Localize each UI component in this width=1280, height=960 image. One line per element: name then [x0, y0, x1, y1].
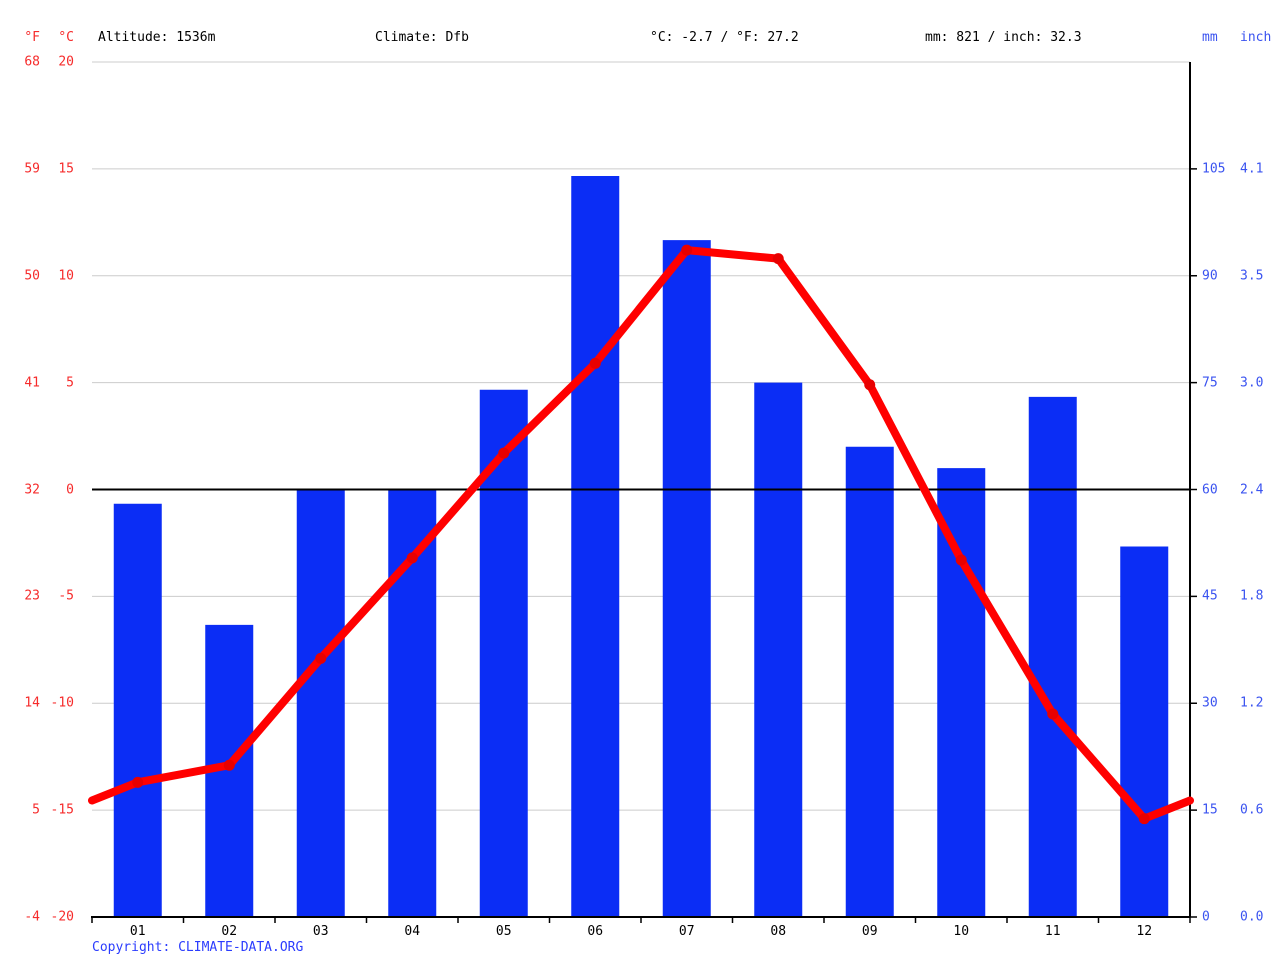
- temperature-point-07: [681, 244, 693, 256]
- altitude-text: Altitude: 1536m: [98, 30, 216, 45]
- precip-bar-06: [571, 176, 620, 917]
- mm-axis-title: mm: [1202, 30, 1218, 45]
- temperature-line: [88, 246, 1194, 823]
- celsius-axis-title: °C: [58, 30, 74, 45]
- inch-axis-title: inch: [1240, 30, 1272, 45]
- temperature-point-04: [406, 552, 418, 564]
- avg-temperature-text: °C: -2.7 / °F: 27.2: [650, 30, 799, 45]
- fahrenheit-axis-title: °F: [24, 30, 40, 45]
- precip-bar-08: [754, 382, 803, 917]
- temperature-point-03: [315, 652, 327, 664]
- precip-bar-11: [1028, 396, 1077, 917]
- precip-bar-12: [1120, 546, 1169, 917]
- temperature-point-12: [1138, 813, 1150, 825]
- precipitation-total-text: mm: 821 / inch: 32.3: [925, 30, 1082, 45]
- precip-bar-05: [479, 389, 528, 917]
- climate-class-text: Climate: Dfb: [375, 30, 469, 45]
- temperature-point-11: [1047, 708, 1059, 720]
- precip-bar-10: [937, 468, 986, 917]
- copyright-link[interactable]: Copyright: CLIMATE-DATA.ORG: [92, 940, 304, 955]
- precip-bar-01: [113, 503, 162, 917]
- temperature-point-01: [132, 776, 144, 788]
- precip-bar-09: [845, 446, 894, 917]
- temperature-point-09: [864, 379, 876, 391]
- temperature-point-10: [955, 554, 967, 566]
- temperature-point-02: [223, 759, 235, 771]
- temperature-point-05: [498, 447, 510, 459]
- precip-bar-03: [296, 489, 345, 917]
- temperature-point-08: [772, 253, 784, 265]
- precip-bar-07: [662, 240, 711, 917]
- temperature-point-06: [589, 357, 601, 369]
